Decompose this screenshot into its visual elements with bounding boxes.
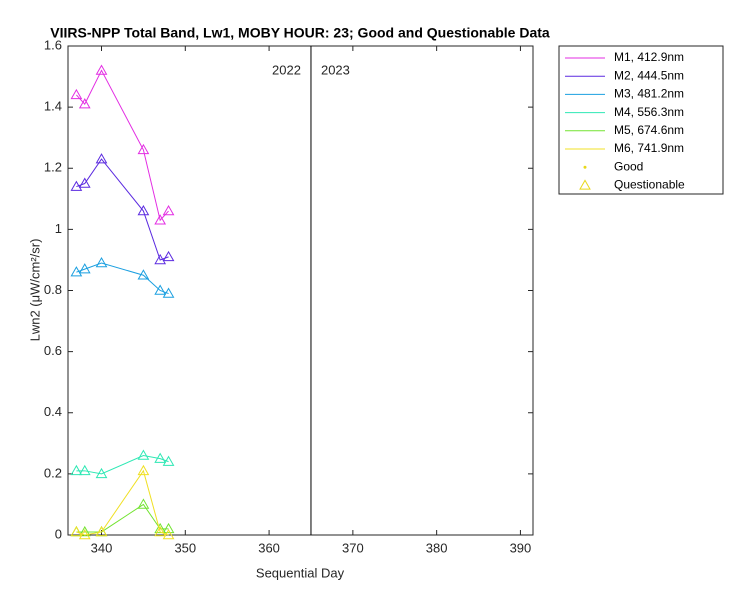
- point-marker: [95, 525, 108, 537]
- point-marker: [137, 269, 150, 280]
- point-marker: [95, 153, 108, 164]
- x-tick-label: 390: [510, 540, 532, 555]
- point-marker: [162, 250, 175, 262]
- point-marker: [154, 522, 167, 534]
- series-line: [76, 69, 169, 222]
- point-marker: [162, 205, 175, 216]
- point-marker: [70, 180, 83, 191]
- point-marker: [162, 522, 175, 534]
- legend-marker: [583, 165, 587, 169]
- point-marker: [162, 455, 175, 466]
- y-tick-label: 1: [55, 221, 62, 236]
- legend-label: M5, 674.6nm: [614, 123, 684, 137]
- y-tick-label: 0: [55, 526, 62, 541]
- point-marker: [154, 214, 167, 225]
- chart-title: VIIRS-NPP Total Band, Lw1, MOBY HOUR: 23…: [50, 25, 550, 41]
- legend-label: M4, 556.3nm: [614, 105, 684, 119]
- series-line: [76, 158, 169, 261]
- point-marker: [78, 528, 91, 540]
- x-tick-label: 360: [258, 540, 280, 555]
- series-line: [76, 455, 169, 475]
- y-tick-label: 1.4: [44, 99, 62, 114]
- point-marker: [137, 464, 150, 476]
- legend-label: M6, 741.9nm: [614, 141, 684, 155]
- point-marker: [70, 88, 83, 100]
- legend-marker: [579, 179, 591, 190]
- point-marker: [78, 525, 91, 537]
- series-line: [76, 262, 169, 295]
- point-marker: [78, 263, 91, 274]
- point-marker: [137, 498, 150, 509]
- y-tick-label: 0.6: [44, 343, 62, 358]
- point-marker: [78, 177, 91, 188]
- legend-label: Good: [614, 159, 643, 173]
- plot-area: [67, 45, 534, 536]
- y-tick-label: 0.2: [44, 465, 62, 480]
- x-tick-label: 370: [342, 540, 364, 555]
- year-label: 2023: [321, 62, 350, 77]
- legend-label: M2, 444.5nm: [614, 68, 684, 82]
- x-tick-label: 350: [174, 540, 196, 555]
- point-marker: [154, 525, 167, 537]
- y-axis-label: Lwn2 (μW/cm²/sr): [27, 239, 42, 342]
- point-marker: [154, 284, 167, 295]
- point-marker: [137, 143, 150, 155]
- legend-box: [558, 45, 724, 195]
- y-tick-label: 0.8: [44, 282, 62, 297]
- point-marker: [95, 467, 108, 479]
- point-marker: [70, 525, 83, 537]
- point-marker: [70, 266, 83, 277]
- point-marker: [78, 98, 91, 109]
- y-tick-label: 1.2: [44, 160, 62, 175]
- x-tick-label: 380: [426, 540, 448, 555]
- legend-label: M3, 481.2nm: [614, 87, 684, 101]
- point-marker: [154, 253, 167, 265]
- point-marker: [78, 464, 91, 476]
- point-marker: [137, 449, 150, 460]
- legend-label: Questionable: [614, 178, 685, 192]
- point-marker: [70, 464, 83, 476]
- point-marker: [162, 287, 175, 298]
- series-line: [76, 469, 169, 536]
- y-tick-label: 1.6: [44, 37, 62, 52]
- x-axis-label: Sequential Day: [256, 565, 345, 580]
- point-marker: [137, 205, 150, 216]
- x-tick-label: 340: [91, 540, 113, 555]
- point-marker: [162, 528, 175, 540]
- point-marker: [95, 64, 108, 75]
- point-marker: [95, 256, 108, 268]
- y-tick-label: 0.4: [44, 404, 62, 419]
- point-marker: [154, 452, 167, 463]
- year-label: 2022: [272, 62, 301, 77]
- legend-label: M1, 412.9nm: [614, 50, 684, 64]
